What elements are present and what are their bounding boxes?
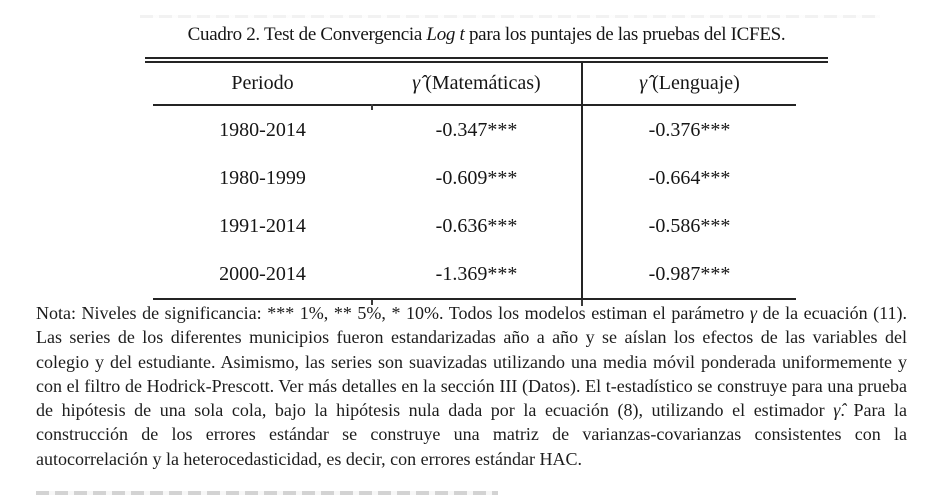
gamma-hat-symbol: γ̂ [412, 72, 421, 94]
gamma-hat-symbol: γ̂ [833, 400, 841, 421]
matematicas-value-cell: -0.609*** [435, 166, 518, 189]
gamma-hat-symbol: γ̂ [639, 72, 648, 94]
table-row: 1980-2014 -0.347*** -0.376*** [153, 105, 796, 154]
periodo-cell: 1980-1999 [219, 166, 306, 189]
table-row: 2000-2014 -1.369*** -0.987*** [153, 250, 796, 299]
footnote-text: Nota: Niveles de significancia: *** 1%, … [36, 303, 750, 323]
matematicas-value-cell: -1.369*** [435, 262, 518, 285]
footnote-text: . Para la construcción de los errores es… [36, 400, 907, 469]
col-header-matematicas: γ̂ (Matemáticas) [372, 63, 582, 106]
cell-border-tick [371, 104, 373, 110]
col-header-periodo: Periodo [153, 63, 372, 106]
cropped-text-artifact-bottom [36, 491, 498, 495]
lenguaje-value-cell: -0.586*** [581, 202, 796, 250]
matematicas-value-cell: -0.636*** [435, 214, 518, 237]
col-header-lenguaje-label: (Lenguaje) [652, 72, 740, 94]
table-caption-italic: Log t [426, 24, 465, 45]
table-row: 1980-1999 -0.609*** -0.664*** [153, 154, 796, 202]
cropped-text-artifact-top [140, 15, 880, 18]
lenguaje-value-cell: -0.987*** [581, 250, 796, 299]
table-row: 1991-2014 -0.636*** -0.586*** [153, 202, 796, 250]
table-caption-prefix: Cuadro 2. Test de Convergencia [187, 24, 427, 45]
lenguaje-value-cell: -0.664*** [581, 154, 796, 202]
table-caption-suffix: para los puntajes de las pruebas del ICF… [464, 24, 786, 45]
col-header-matematicas-label: (Matemáticas) [425, 72, 541, 94]
column-divider-stub [581, 300, 583, 306]
cell-border-tick [371, 300, 373, 305]
footnote-text: de la ecuación (11). Las series de los d… [36, 303, 908, 421]
table-caption: Cuadro 2. Test de Convergencia Log t par… [44, 24, 929, 46]
table-footnote: Nota: Niveles de significancia: *** 1%, … [36, 301, 907, 471]
gamma-symbol: γ [749, 303, 757, 323]
periodo-cell: 1991-2014 [219, 214, 306, 237]
col-header-lenguaje: γ̂ (Lenguaje) [581, 63, 796, 106]
table-top-double-rule [145, 57, 828, 63]
convergence-results-table: Periodo γ̂ (Matemáticas) γ̂ (Lenguaje) 1… [153, 63, 796, 300]
col-header-periodo-label: Periodo [231, 72, 294, 94]
matematicas-value-cell: -0.347*** [435, 118, 518, 141]
periodo-cell: 1980-2014 [219, 118, 306, 141]
periodo-cell: 2000-2014 [219, 262, 306, 285]
lenguaje-value-cell: -0.376*** [581, 105, 796, 154]
table-header-row: Periodo γ̂ (Matemáticas) γ̂ (Lenguaje) [153, 63, 796, 106]
